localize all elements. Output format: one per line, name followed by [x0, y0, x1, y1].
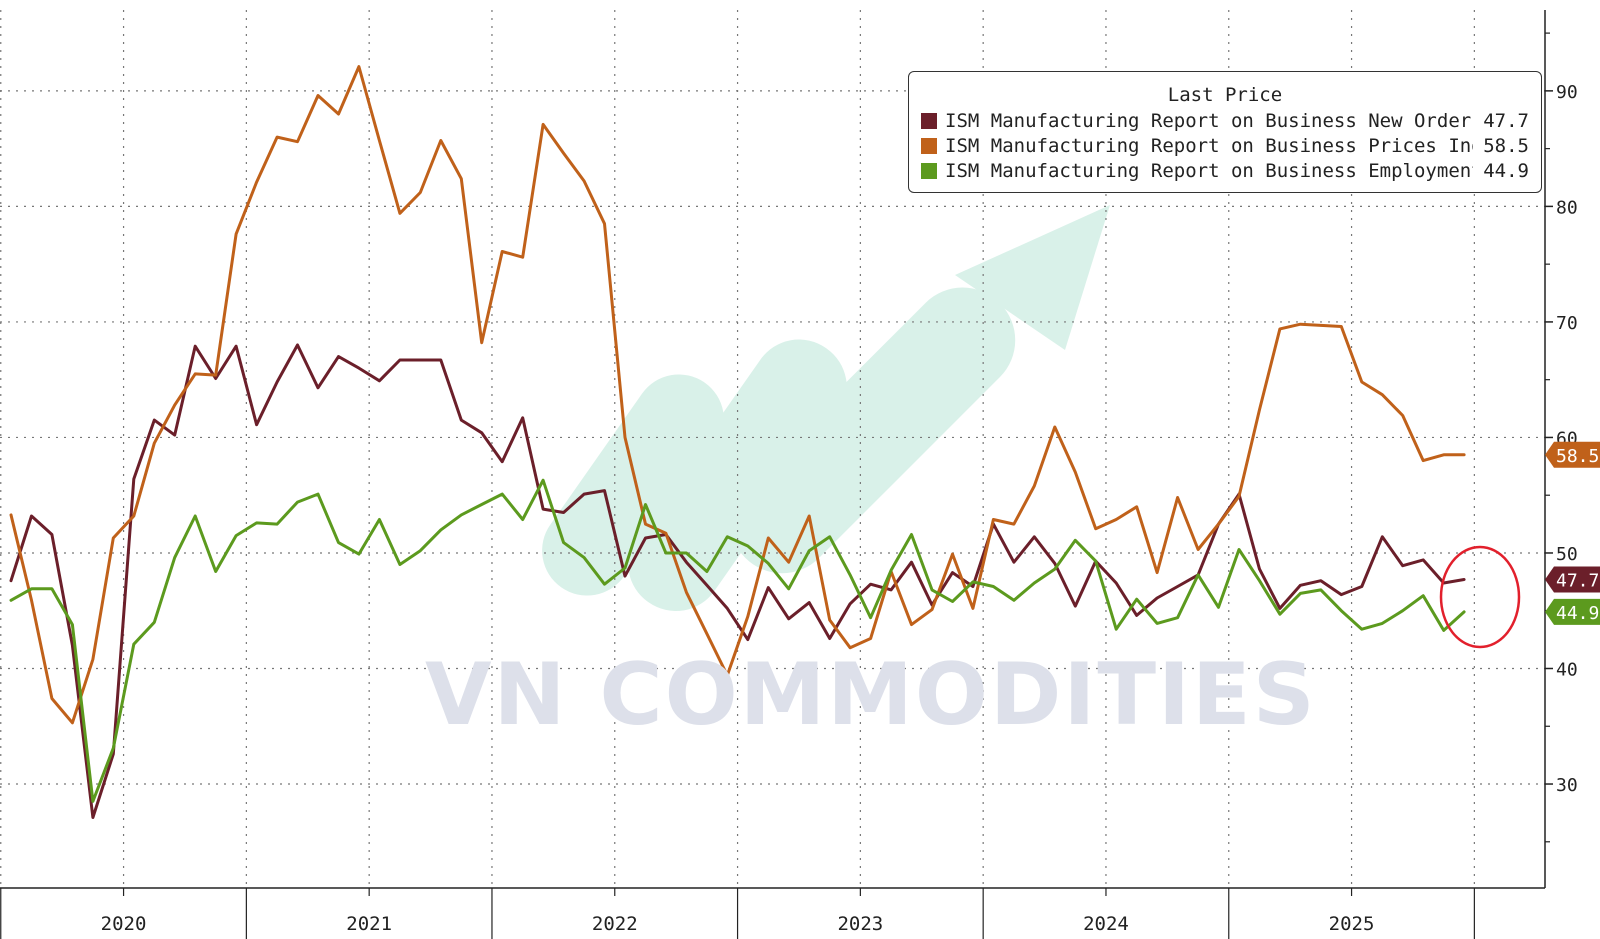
legend-swatch-new-orders [921, 112, 937, 129]
legend-item-prices: ISM Manufacturing Report on Business Pri… [909, 133, 1541, 158]
legend: Last Price ISM Manufacturing Report on B… [908, 71, 1542, 193]
axes [0, 10, 1546, 889]
x-tick-label-2021: 2021 [346, 913, 392, 935]
y-tick-label-70: 70 [1556, 313, 1578, 334]
legend-label-new-orders: ISM Manufacturing Report on Business New… [945, 109, 1474, 132]
watermark-text: VN COMMODITIES [425, 645, 1317, 745]
last-value-badges: 47.7 58.5 44.9 [1545, 441, 1600, 625]
end-badge-bg-prices [1545, 441, 1600, 468]
watermark-arrow [542, 205, 1110, 612]
x-axis-ticks: 2020 2021 2022 2023 2024 2025 [0, 888, 1475, 939]
end-badge-label-employment: 44.9 [1556, 603, 1599, 624]
x-tick-label-2023: 2023 [837, 913, 883, 935]
end-badge-bg-new-orders [1545, 566, 1600, 593]
legend-label-employment: ISM Manufacturing Report on Business Emp… [945, 159, 1474, 182]
legend-value-employment: 44.9 [1483, 159, 1529, 182]
legend-swatch-prices [921, 137, 937, 154]
end-badge-label-new-orders: 47.7 [1556, 571, 1599, 592]
series-lines [9, 65, 1466, 819]
legend-value-new-orders: 47.7 [1483, 109, 1529, 132]
legend-label-prices: ISM Manufacturing Report on Business Pri… [945, 134, 1473, 157]
y-tick-label-50: 50 [1556, 544, 1578, 565]
legend-swatch-employment [921, 162, 937, 179]
legend-item-employment: ISM Manufacturing Report on Business Emp… [909, 158, 1541, 183]
end-badge-label-prices: 58.5 [1556, 446, 1599, 467]
y-tick-label-90: 90 [1556, 82, 1578, 103]
y-tick-label-40: 40 [1556, 660, 1578, 681]
x-tick-label-2022: 2022 [592, 913, 638, 935]
grid [0, 10, 1545, 888]
x-tick-label-2024: 2024 [1083, 913, 1129, 935]
end-badge-prices: 58.5 [1545, 441, 1600, 468]
end-badge-new-orders: 47.7 [1545, 566, 1600, 593]
legend-title: Last Price [1167, 84, 1283, 106]
series-line-employment [9, 478, 1466, 803]
x-tick-label-2020: 2020 [101, 913, 147, 935]
highlight-circle [1439, 545, 1521, 649]
y-tick-label-30: 30 [1556, 775, 1578, 796]
end-badge-employment: 44.9 [1545, 598, 1600, 625]
legend-item-new-orders: ISM Manufacturing Report on Business New… [909, 108, 1541, 133]
series-line-prices [9, 65, 1466, 725]
x-tick-label-2025: 2025 [1329, 913, 1375, 935]
legend-value-prices: 58.5 [1483, 134, 1529, 157]
y-tick-label-80: 80 [1556, 197, 1578, 218]
end-badge-bg-employment [1545, 598, 1600, 625]
